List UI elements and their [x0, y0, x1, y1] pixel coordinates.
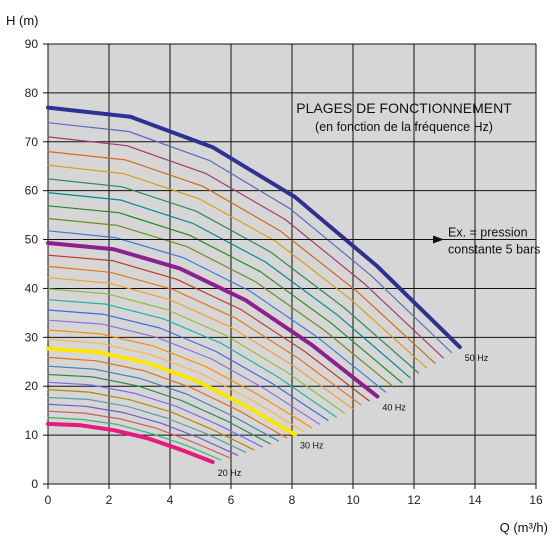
curve-23hz [47, 403, 238, 456]
curve-33hz [47, 319, 321, 425]
x-tick-label: 2 [106, 493, 113, 507]
curve-39hz [47, 254, 370, 402]
y-tick-label: 0 [31, 477, 38, 491]
curve-50hz [46, 105, 462, 350]
curve-34hz [47, 309, 329, 421]
curve-46hz [47, 164, 428, 369]
x-tick-label: 14 [468, 493, 482, 507]
curve-40hz [46, 241, 380, 399]
curve-42hz [47, 217, 395, 388]
curve-45hz [47, 178, 420, 374]
y-tick-label: 60 [25, 184, 39, 198]
curve-labels: 50 Hz 40 Hz 30 Hz 20 Hz [218, 353, 489, 478]
curve-30hz [46, 346, 297, 437]
curve-label-20hz: 20 Hz [218, 468, 242, 478]
curve-38hz [47, 265, 362, 406]
pressure-annotation: Ex. = pression constante 5 bars [48, 226, 540, 257]
y-tick-label: 50 [25, 233, 39, 247]
y-tick-label: 10 [25, 428, 39, 442]
y-tick-label: 80 [25, 86, 39, 100]
pressure-arrow-head [433, 235, 444, 244]
curve-44hz [47, 192, 411, 379]
x-tick-label: 0 [45, 493, 52, 507]
curve-20hz [46, 421, 215, 464]
curve-label-40hz: 40 Hz [382, 402, 406, 412]
x-tick-label: 16 [529, 493, 543, 507]
curves [46, 105, 462, 464]
curve-36hz [47, 288, 346, 414]
ticks: 0 2 4 6 8 10 12 14 16 0 10 20 30 40 50 60 70 80 90 [25, 37, 543, 507]
y-tick-label: 20 [25, 379, 39, 393]
curve-31hz [47, 338, 304, 432]
curve-29hz [47, 356, 288, 439]
y-tick-label: 30 [25, 330, 39, 344]
curve-47hz [47, 151, 436, 364]
pressure-note-line1: Ex. = pression [448, 226, 528, 240]
y-tick-label: 90 [25, 37, 39, 51]
curve-48hz [47, 136, 444, 359]
curve-35hz [47, 299, 337, 418]
curve-49hz [47, 122, 453, 354]
x-tick-label: 12 [407, 493, 421, 507]
curve-26hz [47, 381, 263, 448]
y-tick-label: 40 [25, 281, 39, 295]
x-tick-label: 10 [346, 493, 360, 507]
curve-label-50hz: 50 Hz [465, 353, 489, 363]
x-tick-label: 8 [289, 493, 296, 507]
curve-32hz [47, 329, 313, 429]
curve-24hz [47, 396, 247, 453]
pressure-note-line2: constante 5 bars [448, 243, 540, 257]
curve-27hz [47, 373, 271, 445]
curve-28hz [47, 365, 280, 442]
chart-title: PLAGES DE FONCTIONNEMENT [296, 100, 512, 116]
x-tick-label: 4 [167, 493, 174, 507]
x-tick-label: 6 [228, 493, 235, 507]
curve-label-30hz: 30 Hz [300, 441, 324, 451]
curve-37hz [47, 277, 354, 410]
chart-subtitle: (en fonction de la fréquence Hz) [315, 120, 493, 134]
curve-25hz [47, 389, 255, 451]
curve-21hz [47, 416, 222, 461]
curve-41hz [47, 230, 387, 393]
curve-43hz [47, 205, 403, 384]
curve-22hz [47, 410, 230, 459]
y-axis-label: H (m) [6, 13, 39, 28]
y-tick-label: 70 [25, 135, 39, 149]
x-axis-label: Q (m³/h) [500, 520, 548, 535]
